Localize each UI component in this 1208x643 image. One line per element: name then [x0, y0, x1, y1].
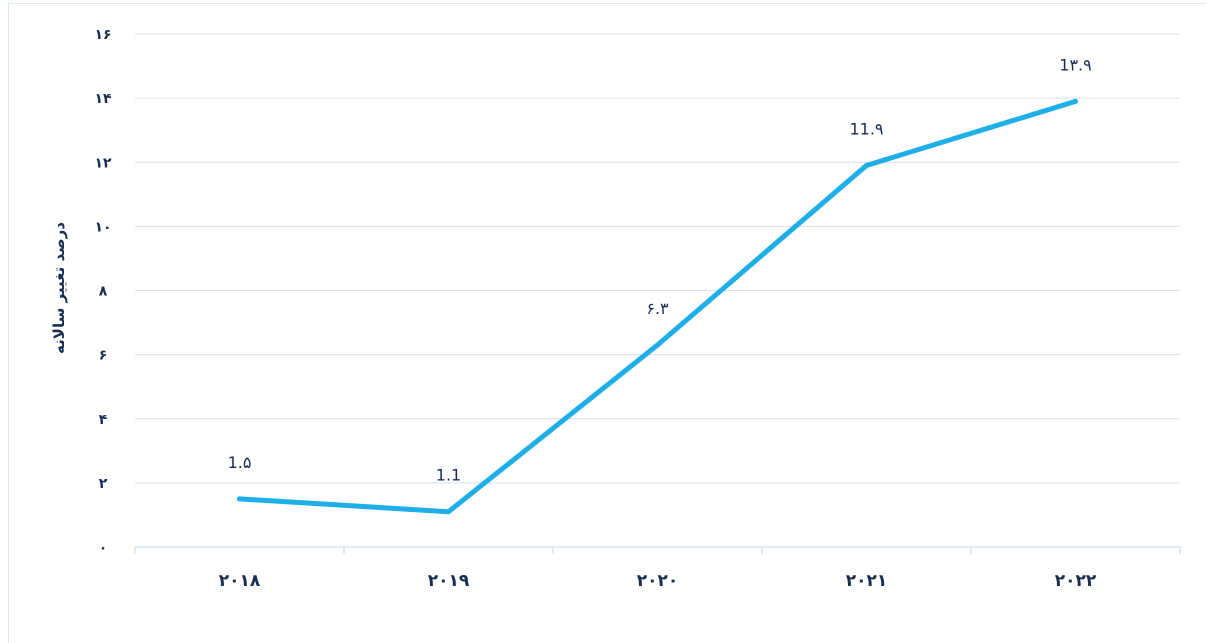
data-point: [1073, 98, 1078, 104]
data-label: 1.۵: [228, 453, 252, 472]
chart-frame: [8, 3, 1206, 643]
x-tick-label: ۲۰۲۰: [637, 571, 679, 591]
x-axis: [134, 546, 1181, 554]
y-tick-label: ۱۶: [94, 27, 111, 43]
y-tick-label: ۶: [99, 348, 108, 364]
x-tick-label: ۲۰۲۲: [1055, 571, 1097, 591]
x-tick-label: ۲۰۱۸: [219, 571, 261, 591]
data-label: ۶.۳: [646, 299, 669, 318]
data-point: [655, 342, 660, 348]
data-label: 11.۹: [849, 119, 883, 138]
data-label: 1۳.۹: [1059, 55, 1091, 74]
x-tick-label: ۲۰۲۱: [846, 571, 888, 591]
y-tick-label: ۴: [99, 412, 108, 428]
data-label: 1.1: [436, 466, 461, 485]
data-point: [237, 496, 242, 502]
y-tick-label: ۱۴: [94, 91, 112, 107]
gridlines: [135, 33, 1180, 484]
y-tick-label: ۱۰: [94, 219, 111, 235]
y-tick-label: ۱۲: [94, 155, 112, 171]
y-tick-label: ۲: [99, 476, 108, 492]
y-axis-title: درصد تغییر سالانه: [50, 222, 68, 354]
data-labels: 1.۵ 1.1 ۶.۳ 11.۹ 1۳.۹: [228, 55, 1092, 484]
y-tick-label: ۰: [99, 540, 108, 556]
y-tick-label: ۸: [99, 284, 108, 300]
y-axis-ticks: ۰ ۲ ۴ ۶ ۸ ۱۰ ۱۲ ۱۴ ۱۶: [94, 27, 112, 556]
series-layer: [237, 98, 1078, 515]
x-tick-label: ۲۰۱۹: [428, 571, 470, 591]
data-point: [446, 509, 451, 515]
x-axis-ticks: ۲۰۱۸ ۲۰۱۹ ۲۰۲۰ ۲۰۲۱ ۲۰۲۲: [219, 571, 1097, 591]
data-point: [864, 162, 869, 168]
